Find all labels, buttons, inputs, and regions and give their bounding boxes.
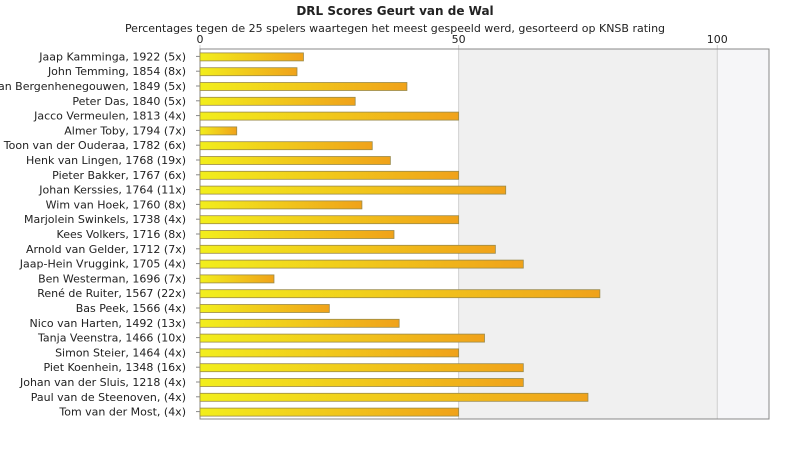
bar <box>199 67 298 77</box>
bar <box>199 215 460 225</box>
category-label: Jaap-Hein Vruggink, 1705 (4x) <box>19 258 186 271</box>
bar <box>199 348 460 358</box>
category-label: Wim van Hoek, 1760 (8x) <box>46 198 186 211</box>
category-label: Tom van der Most, (4x) <box>58 406 186 419</box>
category-label: Johan Kerssies, 1764 (11x) <box>38 184 186 197</box>
category-label: John Temming, 1854 (8x) <box>47 65 186 78</box>
bar <box>199 126 238 136</box>
bar <box>199 96 356 106</box>
bar <box>199 304 330 313</box>
bar <box>199 170 460 180</box>
category-label: Tanja Veenstra, 1466 (10x) <box>37 332 186 345</box>
bar <box>199 111 460 121</box>
category-label: Henk van Lingen, 1768 (19x) <box>26 154 186 167</box>
bar <box>199 82 408 91</box>
x-tick-label: 50 <box>452 33 466 46</box>
category-label: Toon van der Ouderaa, 1782 (6x) <box>3 139 186 152</box>
category-label: Jacco Vermeulen, 1813 (4x) <box>33 110 186 123</box>
category-label: Ben Westerman, 1696 (7x) <box>38 272 186 285</box>
bar <box>199 200 363 210</box>
bar <box>199 259 524 269</box>
bar <box>199 289 601 299</box>
x-tick-label: 0 <box>197 33 204 46</box>
chart-subtitle: Percentages tegen de 25 spelers waartege… <box>124 22 666 35</box>
category-label: Jaap Kamminga, 1922 (5x) <box>38 50 186 63</box>
category-label: Nico van Harten, 1492 (13x) <box>30 317 186 330</box>
category-label: Pieter Bakker, 1767 (6x) <box>52 169 186 182</box>
category-label: Marjolein Swinkels, 1738 (4x) <box>24 213 186 226</box>
category-label: René de Ruiter, 1567 (22x) <box>37 287 186 300</box>
category-label: Almer Toby, 1794 (7x) <box>64 124 186 137</box>
bar <box>199 52 304 62</box>
plot-band <box>458 49 718 419</box>
bar <box>199 318 400 328</box>
bar <box>199 185 507 195</box>
bar <box>199 378 524 387</box>
x-tick-label: 100 <box>707 33 728 46</box>
category-label: Piet Koenhein, 1348 (16x) <box>43 361 186 374</box>
category-label: Bas Peek, 1566 (4x) <box>76 302 186 315</box>
category-label: Gerard van Bergenhenegouwen, 1849 (5x) <box>0 80 186 93</box>
bar <box>199 230 395 239</box>
bar <box>199 156 391 165</box>
plot-band <box>717 49 769 419</box>
category-label: Arnold van Gelder, 1712 (7x) <box>26 243 186 256</box>
category-label: Paul van de Steenoven, (4x) <box>31 391 186 404</box>
bar <box>199 392 589 402</box>
bar <box>199 333 485 343</box>
bar <box>199 274 275 284</box>
chart-title: DRL Scores Geurt van de Wal <box>296 4 494 18</box>
bar <box>199 244 496 254</box>
bar <box>199 363 524 373</box>
bar <box>199 407 460 417</box>
category-label: Kees Volkers, 1716 (8x) <box>57 228 186 241</box>
bar <box>199 141 373 151</box>
category-label: Johan van der Sluis, 1218 (4x) <box>19 376 186 389</box>
category-label: Peter Das, 1840 (5x) <box>72 95 186 108</box>
category-label: Simon Steier, 1464 (4x) <box>55 346 186 359</box>
